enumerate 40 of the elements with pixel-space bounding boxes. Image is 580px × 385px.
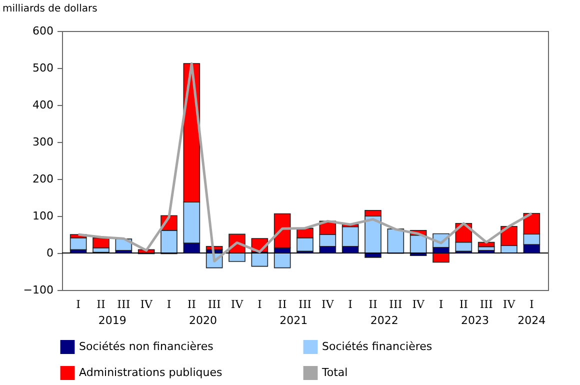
text: 2019 (98, 314, 126, 327)
x-tick-label: I (438, 298, 444, 311)
x-tick-label: I (76, 298, 81, 311)
x-tick-label: II (368, 298, 378, 311)
text: 2023 (461, 314, 489, 327)
y-tick-label: 500 (32, 62, 54, 74)
x-tick-label: IV (230, 298, 244, 311)
y-axis-title: milliards de dollars (2, 4, 98, 14)
x-tick-label: I (348, 298, 353, 311)
x-tick-label: III (389, 298, 402, 311)
legend-label: Sociétés non financières (79, 340, 214, 353)
x-tick-label: III (117, 298, 130, 311)
y-tick-label: 100 (32, 210, 54, 222)
x-tick-label: III (298, 298, 312, 311)
text: 2024 (518, 314, 546, 327)
x-tick-label: II (459, 298, 468, 311)
x-tick-label: IV (322, 298, 335, 311)
x-tick-label: IV (502, 298, 516, 311)
legend-label: Administrations publiques (79, 366, 222, 379)
legend-label: Total (321, 366, 348, 379)
text: 2022 (370, 314, 398, 327)
y-tick-label: 0 (46, 246, 54, 260)
x-tick-label: II (187, 298, 196, 311)
y-tick-label: −100 (23, 284, 54, 296)
text: 2021 (280, 314, 308, 327)
text: 2020 (189, 314, 217, 327)
legend-label: Sociétés financières (322, 340, 432, 353)
x-tick-label: I (166, 298, 172, 311)
x-tick-label: IV (140, 298, 154, 311)
y-tick-label: 300 (32, 136, 54, 148)
x-tick-label: III (480, 298, 493, 311)
x-tick-label: I (529, 298, 534, 311)
x-tick-label: IV (412, 298, 426, 311)
x-tick-label: II (96, 298, 106, 311)
x-tick-label: III (208, 298, 221, 311)
x-tick-label: II (278, 298, 287, 311)
x-tick-label: I (257, 298, 262, 311)
y-tick-label: 600 (32, 24, 54, 38)
y-tick-label: 200 (32, 172, 54, 186)
y-tick-label: 400 (32, 98, 54, 112)
